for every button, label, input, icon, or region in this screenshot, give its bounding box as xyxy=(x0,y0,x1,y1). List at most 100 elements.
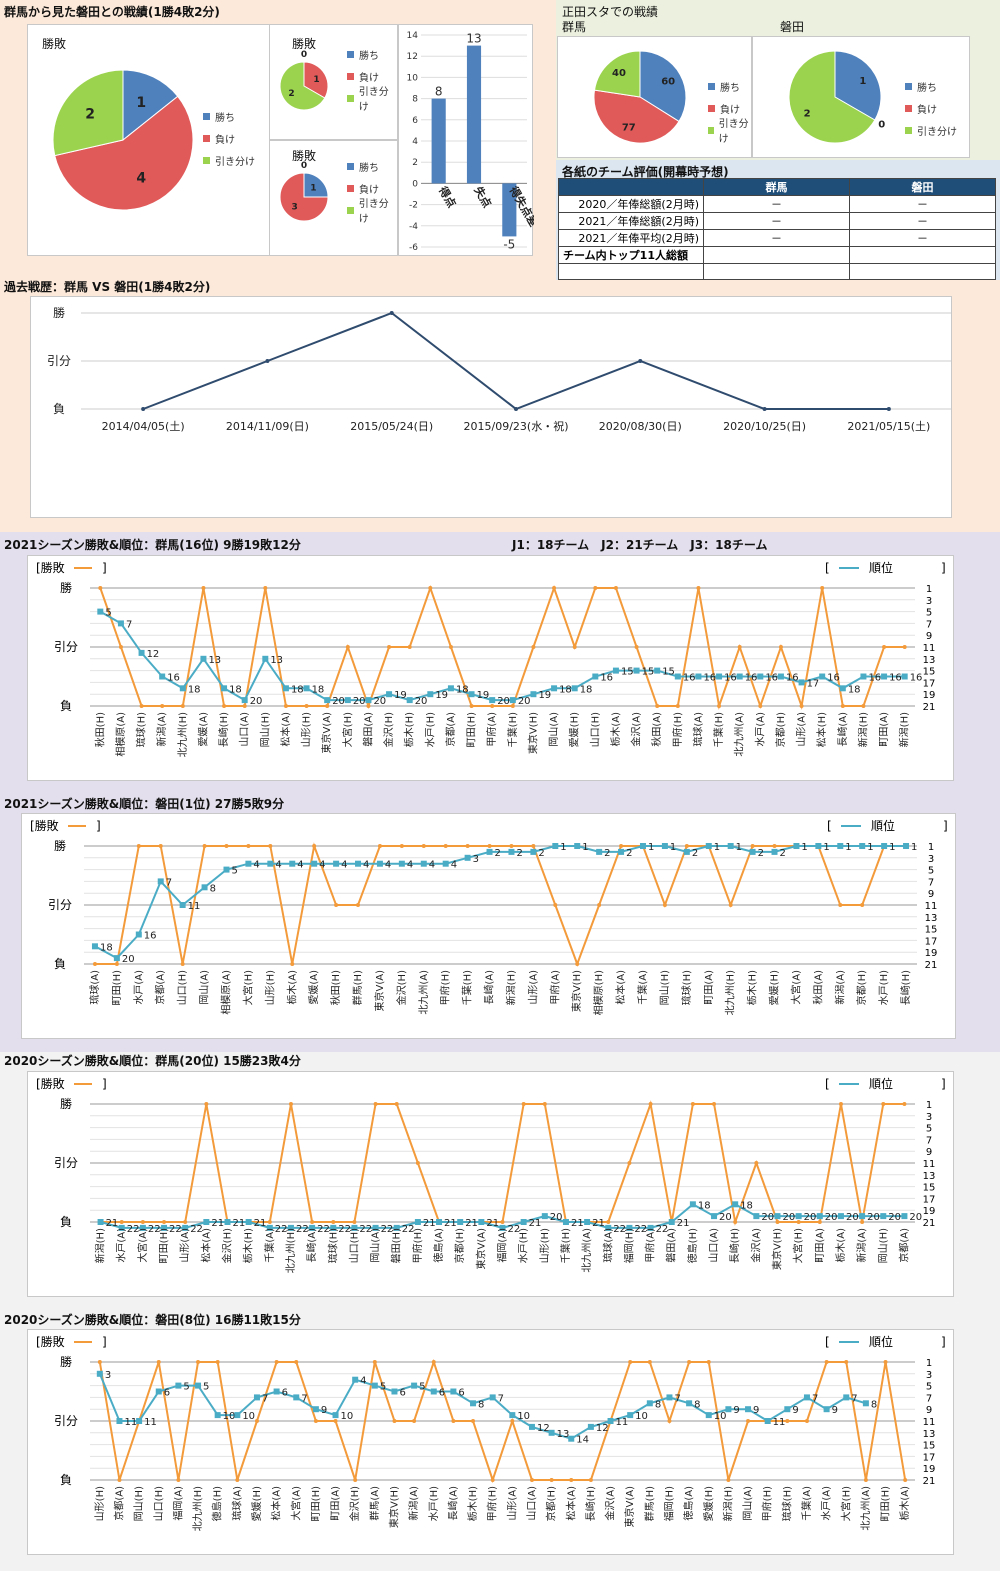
wl-point xyxy=(333,1419,338,1423)
wl-point xyxy=(201,586,206,590)
rank-point xyxy=(705,843,712,849)
wl-point xyxy=(552,586,557,590)
rank-label: 22 xyxy=(317,1224,330,1235)
rank-point xyxy=(732,1201,739,1208)
x-tick: 山口(A) xyxy=(526,1486,538,1521)
rank-label: 6 xyxy=(282,1388,288,1399)
rank-point xyxy=(489,697,496,704)
rank-point xyxy=(509,697,516,704)
rank-point xyxy=(686,1400,693,1407)
x-tick: 琉球(H) xyxy=(680,970,693,1005)
rank-tick: 5 xyxy=(926,608,932,619)
x-tick: 水戸(A) xyxy=(754,712,766,747)
y-tick: -2 xyxy=(409,201,418,211)
rank-label: 4 xyxy=(363,860,369,871)
rank-point xyxy=(118,1224,125,1231)
rank-label: 4 xyxy=(319,860,325,871)
legend-swatch xyxy=(347,162,354,170)
rank-point xyxy=(793,843,800,849)
x-tick: 大宮(A) xyxy=(789,970,802,1005)
wl-point xyxy=(840,704,845,708)
y-tick: 引分 xyxy=(54,1414,78,1428)
wl-point xyxy=(140,1220,145,1224)
rank-label: 16 xyxy=(600,673,613,684)
x-tick: 金沢(H) xyxy=(395,970,408,1005)
wl-point xyxy=(572,645,577,649)
x-tick: 岡山(A) xyxy=(370,1228,382,1263)
wl-point xyxy=(451,1419,456,1423)
rank-label: 20 xyxy=(825,1212,838,1223)
x-tick: 松本(A) xyxy=(614,970,627,1005)
x-tick: 大宮(A) xyxy=(289,1486,302,1521)
legend-label: 引き分け xyxy=(358,87,389,113)
rank-label: 15 xyxy=(642,667,655,678)
rank-tick: 1 xyxy=(926,1358,932,1369)
legend-label: 引き分け xyxy=(718,119,749,145)
legend-rank: 順位 xyxy=(869,1334,893,1349)
y-tick: 引分 xyxy=(54,640,78,654)
rank-label: 10 xyxy=(635,1411,648,1422)
rank-tick: 5 xyxy=(926,1382,932,1393)
wl-point xyxy=(684,844,689,848)
wl-point xyxy=(799,704,804,708)
rank-point xyxy=(823,1406,830,1413)
rank-point xyxy=(406,697,413,704)
wl-point xyxy=(510,1419,515,1423)
x-tick: 福岡(H) xyxy=(662,1486,675,1521)
pie-slice-1 xyxy=(593,89,680,144)
stadium-gunma-pie: 60 77 40 xyxy=(593,50,687,144)
rank-point xyxy=(774,1213,781,1220)
rank-label: 20 xyxy=(497,696,510,707)
rank-label: 4 xyxy=(253,860,259,871)
pie-slice-1 xyxy=(54,95,194,211)
rank-point xyxy=(486,848,493,855)
rank-point xyxy=(584,1219,591,1225)
wl-point xyxy=(569,1478,574,1482)
wl-point xyxy=(500,1220,505,1224)
rank-label: 18 xyxy=(698,1200,711,1211)
rank-label: 21 xyxy=(465,1218,478,1229)
x-tick: 栃木(H) xyxy=(242,1228,255,1263)
x-tick: 大宮(A) xyxy=(136,1228,149,1263)
x-tick: 山形(H) xyxy=(301,712,313,747)
legend-rank-close: ] xyxy=(941,561,946,575)
wl-point xyxy=(817,1220,822,1224)
rank-point xyxy=(666,1394,673,1401)
rank-label: 1 xyxy=(845,842,851,853)
x-tick: 琉球(A) xyxy=(601,1228,614,1263)
wl-point xyxy=(778,645,783,649)
x-tick: 山口(A) xyxy=(708,1228,720,1263)
rank-label: 22 xyxy=(634,1224,647,1235)
wl-point xyxy=(487,844,492,848)
rank-point xyxy=(376,860,383,867)
pie-slice-2 xyxy=(788,50,876,144)
x-tick: 徳島(H) xyxy=(686,1228,699,1263)
x-tick: 秋田(A) xyxy=(811,970,824,1005)
past-point xyxy=(638,359,643,363)
wl-point xyxy=(490,1478,495,1482)
wl-point xyxy=(687,1360,692,1364)
rank-label: 7 xyxy=(851,1393,857,1404)
wl-point xyxy=(509,844,514,848)
x-tick: 2020/10/25(日) xyxy=(723,420,806,433)
goals-panel: 14 12 10 8 6 4 2 0 -2 -4 -6 8 得点 13 失点 -5 得失点差 xyxy=(398,24,541,256)
rank-point xyxy=(859,843,866,849)
rank-point xyxy=(764,1418,771,1424)
x-tick: 山形(A) xyxy=(796,712,808,747)
rank-label: 7 xyxy=(301,1393,307,1404)
rank-point xyxy=(224,1219,231,1225)
rank-point xyxy=(757,673,764,680)
rank-tick: 19 xyxy=(923,690,936,701)
rank-point xyxy=(646,1400,653,1407)
rank-label: 9 xyxy=(733,1405,739,1416)
rank-label: 22 xyxy=(296,1224,309,1235)
legend-swatch xyxy=(203,156,210,164)
rank-label: 11 xyxy=(773,1417,786,1428)
bar-value: 8 xyxy=(435,85,443,99)
bar-category: 得点 xyxy=(436,183,460,210)
rank-point xyxy=(803,1394,810,1401)
x-tick: 2021/05/15(土) xyxy=(847,420,930,433)
x-tick: 北九州(H) xyxy=(285,1228,297,1273)
rank-label: 3 xyxy=(473,854,479,865)
